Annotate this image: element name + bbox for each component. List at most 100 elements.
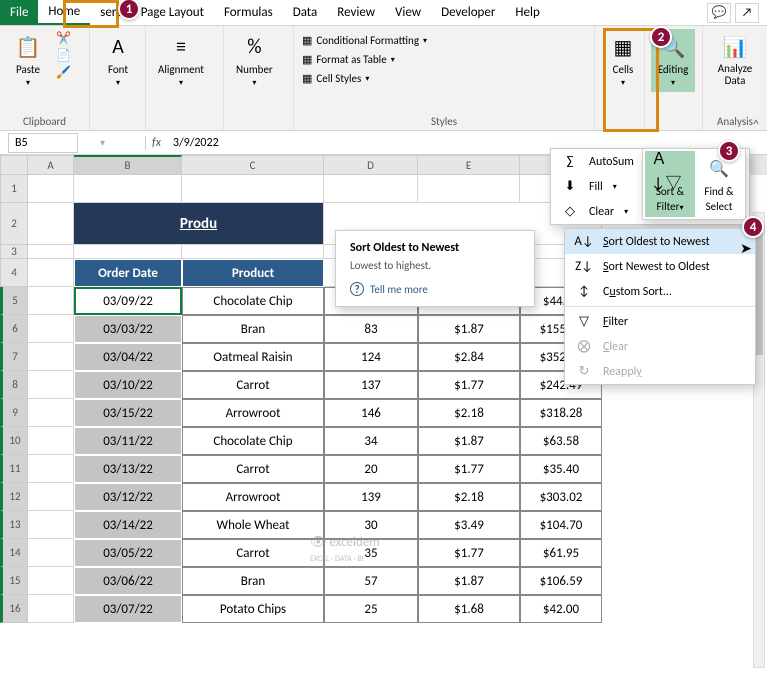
qty-cell[interactable]: 30 — [324, 511, 418, 539]
filter-item[interactable]: ▽Filter — [565, 309, 755, 334]
date-cell[interactable]: 03/04/22 — [74, 343, 182, 371]
product-cell[interactable]: Bran — [182, 315, 324, 343]
price-cell[interactable]: $1.77 — [418, 455, 520, 483]
cell-styles-button[interactable]: ▦Cell Styles▾ — [300, 71, 371, 86]
product-cell[interactable]: Potato Chips — [182, 595, 324, 623]
qty-cell[interactable]: 25 — [324, 595, 418, 623]
custom-sort[interactable]: ↕Custom Sort... — [565, 279, 755, 304]
row-header[interactable]: 4 — [0, 259, 28, 287]
tab-help[interactable]: Help — [505, 0, 549, 25]
price-cell[interactable]: $1.68 — [418, 595, 520, 623]
tab-developer[interactable]: Developer — [431, 0, 505, 25]
row-header[interactable]: 6 — [0, 315, 28, 343]
share-button[interactable]: ↗ — [735, 3, 759, 23]
row-header[interactable]: 15 — [0, 567, 28, 595]
price-cell[interactable]: $2.84 — [418, 343, 520, 371]
total-cell[interactable]: $303.02 — [520, 483, 602, 511]
date-cell[interactable]: 03/07/22 — [74, 595, 182, 623]
row-header[interactable]: 10 — [0, 427, 28, 455]
date-cell[interactable]: 03/12/22 — [74, 483, 182, 511]
price-cell[interactable]: $1.87 — [418, 315, 520, 343]
price-cell[interactable]: $1.87 — [418, 427, 520, 455]
price-cell[interactable]: $2.18 — [418, 399, 520, 427]
find-select-button[interactable]: 🔍 Find & Select — [695, 151, 743, 217]
row-header[interactable]: 11 — [0, 455, 28, 483]
total-cell[interactable]: $61.95 — [520, 539, 602, 567]
product-cell[interactable]: Carrot — [182, 539, 324, 567]
row-header[interactable]: 12 — [0, 483, 28, 511]
tab-view[interactable]: View — [385, 0, 431, 25]
date-cell[interactable]: 03/03/22 — [74, 315, 182, 343]
col-header[interactable]: B — [74, 155, 182, 175]
row-header[interactable]: 16 — [0, 595, 28, 623]
paste-button[interactable]: 📋 Paste ▾ — [6, 29, 50, 92]
tab-home[interactable]: Home — [38, 0, 90, 25]
row-header[interactable]: 13 — [0, 511, 28, 539]
conditional-formatting-button[interactable]: ▦Conditional Formatting▾ — [300, 33, 429, 48]
product-cell[interactable]: Chocolate Chip — [182, 287, 324, 315]
qty-cell[interactable]: 146 — [324, 399, 418, 427]
product-cell[interactable]: Bran — [182, 567, 324, 595]
row-header[interactable]: 8 — [0, 371, 28, 399]
date-cell[interactable]: 03/11/22 — [74, 427, 182, 455]
date-cell[interactable]: 03/05/22 — [74, 539, 182, 567]
analyze-data-button[interactable]: 📊 Analyze Data — [709, 29, 761, 91]
price-cell[interactable]: $1.77 — [418, 539, 520, 567]
row-header[interactable]: 14 — [0, 539, 28, 567]
comments-button[interactable]: 💬 — [707, 3, 731, 23]
col-header[interactable]: C — [182, 155, 324, 175]
row-header[interactable]: 9 — [0, 399, 28, 427]
sort-filter-button[interactable]: Ａ↓▽ Sort & Filter▾ — [645, 151, 695, 217]
tab-data[interactable]: Data — [283, 0, 328, 25]
total-cell[interactable]: $318.28 — [520, 399, 602, 427]
col-header[interactable]: A — [28, 155, 74, 175]
date-cell[interactable]: 03/15/22 — [74, 399, 182, 427]
price-cell[interactable]: $3.49 — [418, 511, 520, 539]
tell-me-more-link[interactable]: ?Tell me more — [350, 282, 520, 296]
price-cell[interactable]: $1.77 — [418, 371, 520, 399]
format-as-table-button[interactable]: ▦Format as Table▾ — [300, 52, 397, 67]
number-button[interactable]: % Number ▾ — [230, 29, 279, 92]
price-cell[interactable]: $2.18 — [418, 483, 520, 511]
date-cell[interactable]: 03/13/22 — [74, 455, 182, 483]
font-button[interactable]: A Font ▾ — [96, 29, 140, 92]
select-all-corner[interactable] — [0, 155, 28, 175]
price-cell[interactable]: $1.87 — [418, 567, 520, 595]
qty-cell[interactable]: 34 — [324, 427, 418, 455]
cells-button[interactable]: ▦ Cells ▾ — [601, 29, 645, 92]
row-header[interactable]: 7 — [0, 343, 28, 371]
qty-cell[interactable]: 137 — [324, 371, 418, 399]
sort-oldest-newest[interactable]: A↓Sort Oldest to Newest — [565, 229, 755, 254]
copy-icon[interactable]: 📄 — [56, 48, 71, 63]
col-header[interactable]: D — [324, 155, 418, 175]
tab-review[interactable]: Review — [327, 0, 385, 25]
row-header[interactable]: 2 — [0, 203, 28, 245]
qty-cell[interactable]: 35 — [324, 539, 418, 567]
name-box[interactable]: B5 — [8, 133, 78, 153]
format-painter-icon[interactable]: 🖌️ — [56, 65, 71, 80]
row-header[interactable]: 3 — [0, 245, 28, 259]
qty-cell[interactable]: 124 — [324, 343, 418, 371]
date-cell[interactable]: 03/14/22 — [74, 511, 182, 539]
sort-newest-oldest[interactable]: Z↓Sort Newest to Oldest — [565, 254, 755, 279]
qty-cell[interactable]: 139 — [324, 483, 418, 511]
product-cell[interactable]: Oatmeal Raisin — [182, 343, 324, 371]
product-cell[interactable]: Arrowroot — [182, 399, 324, 427]
product-cell[interactable]: Arrowroot — [182, 483, 324, 511]
qty-cell[interactable]: 83 — [324, 315, 418, 343]
col-header[interactable]: E — [418, 155, 520, 175]
product-cell[interactable]: Whole Wheat — [182, 511, 324, 539]
tab-file[interactable]: File — [0, 0, 38, 25]
qty-cell[interactable]: 57 — [324, 567, 418, 595]
total-cell[interactable]: $35.40 — [520, 455, 602, 483]
total-cell[interactable]: $63.58 — [520, 427, 602, 455]
alignment-button[interactable]: ≡ Alignment ▾ — [152, 29, 210, 92]
row-header[interactable]: 5 — [0, 287, 28, 315]
total-cell[interactable]: $104.70 — [520, 511, 602, 539]
product-cell[interactable]: Chocolate Chip — [182, 427, 324, 455]
date-cell[interactable]: 03/10/22 — [74, 371, 182, 399]
total-cell[interactable]: $106.59 — [520, 567, 602, 595]
tab-pagelayout[interactable]: Page Layout — [131, 0, 214, 25]
date-cell[interactable]: 03/06/22 — [74, 567, 182, 595]
row-header[interactable]: 1 — [0, 175, 28, 203]
